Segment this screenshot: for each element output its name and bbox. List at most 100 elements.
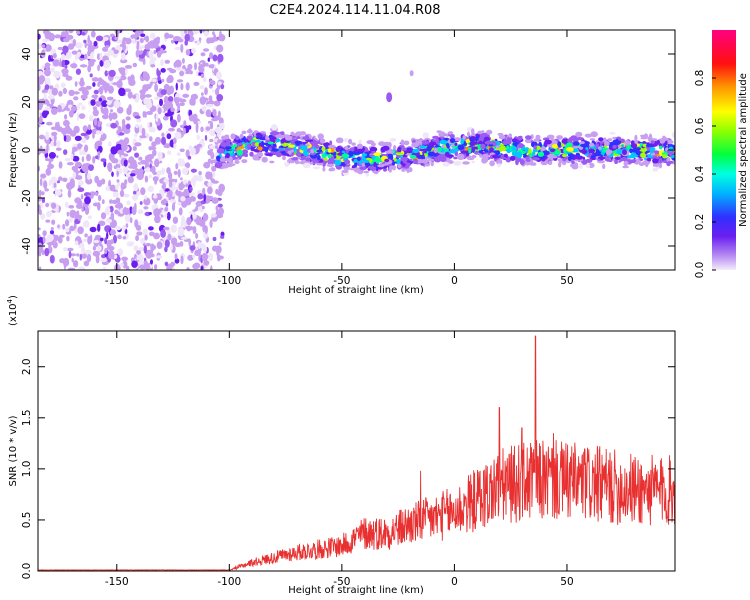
spectrogram-noise-cell <box>45 168 52 176</box>
spectrogram-noise-cell <box>155 113 159 123</box>
spectrogram-noise-cell <box>188 30 193 35</box>
spectrogram-signal-cell <box>663 143 667 147</box>
spectrogram-noise-cell <box>77 187 85 192</box>
spectrogram-noise-cell <box>127 76 132 82</box>
spectrogram-signal-cell <box>334 159 342 166</box>
spectrogram-noise-cell <box>197 175 203 182</box>
spectrogram-noise-cell <box>41 110 48 119</box>
spectrogram-noise-cell <box>109 199 113 204</box>
spectrogram-y-ticks: -40 -20 0 20 40 <box>21 47 675 255</box>
spectrogram-noise-cell <box>169 244 173 251</box>
spectrogram-noise-cell <box>44 188 49 192</box>
spectrogram-signal-cell <box>584 133 593 138</box>
spectrogram-signal-cell <box>408 167 413 173</box>
spectrogram-signal-cell <box>384 158 390 163</box>
spectrogram-noise-cell <box>190 168 197 173</box>
spectrogram-noise-cell <box>137 209 144 215</box>
spectrogram-signal-cell <box>319 138 326 144</box>
spectrogram-signal-cell <box>358 139 362 144</box>
x-tick-label: -150 <box>105 576 129 588</box>
spectrogram-signal-cell <box>388 165 397 170</box>
spectrogram-noise-cell <box>49 85 54 90</box>
spectrogram-signal-cell <box>316 154 321 161</box>
spectrogram-signal-cell <box>629 159 637 162</box>
spectrogram-noise-cell <box>81 105 86 111</box>
spectrogram-noise-cell <box>124 88 131 92</box>
spectrogram-noise-cell <box>153 208 161 217</box>
spectrogram-noise-cell <box>178 182 184 191</box>
spectrogram-noise-cell <box>188 191 192 198</box>
spectrogram-signal-cell <box>368 166 372 169</box>
spectrogram-noise-cell <box>97 123 101 128</box>
spectrogram-noise-cell <box>195 216 202 226</box>
spectrogram-signal-cell <box>395 152 404 156</box>
spectrogram-noise-cell <box>73 96 79 101</box>
spectrogram-signal-cell <box>382 145 390 151</box>
spectrogram-noise-cell <box>203 161 211 169</box>
spectrogram-signal-cell <box>499 156 507 160</box>
spectrogram-noise-cell <box>181 58 185 64</box>
spectrogram-noise-cell <box>96 245 102 252</box>
spectrogram-noise-cell <box>175 162 179 170</box>
spectrogram-noise-cell <box>84 233 88 238</box>
spectrogram-noise-cell <box>199 85 205 90</box>
spectrogram-signal-cell <box>330 156 335 162</box>
spectrogram-noise-cell <box>220 83 225 90</box>
spectrogram-signal-cell <box>391 160 395 167</box>
spectrogram-noise-cell <box>38 134 45 140</box>
spectrogram-signal-cell <box>397 163 402 169</box>
spectrogram-noise-cell <box>109 205 114 213</box>
spectrogram-noise-cell <box>123 159 128 167</box>
spectrogram-noise-cell <box>200 126 204 133</box>
spectrogram-signal-cell <box>312 166 321 170</box>
spectrogram-noise-cell <box>38 124 41 128</box>
spectrogram-noise-cell <box>72 171 77 179</box>
spectrogram-noise-cell <box>127 176 134 184</box>
spectrogram-noise-cell <box>119 75 127 81</box>
spectrogram-signal-cell <box>630 152 637 157</box>
colorbar-tick-label: 0.6 <box>694 117 706 134</box>
spectrogram-noise-cell <box>53 140 57 147</box>
spectrogram-noise-cell <box>44 84 50 90</box>
spectrogram-signal-cell <box>453 156 458 160</box>
spectrogram-noise-cell <box>60 53 66 63</box>
spectrogram-noise-cell <box>110 146 118 155</box>
spectrogram-signal-cell <box>469 141 476 147</box>
spectrogram-noise-cell <box>185 49 191 56</box>
spectrogram-noise-cell <box>215 88 220 96</box>
spectrogram-noise-cell <box>140 237 146 244</box>
spectrogram-signal-cell <box>363 170 370 174</box>
spectrogram-noise-cell <box>121 38 126 48</box>
spectrogram-noise-cell <box>132 146 137 151</box>
spectrogram-noise-cell <box>84 42 87 49</box>
spectrogram-noise-cell <box>143 98 147 105</box>
spectrogram-noise-cell <box>78 243 82 248</box>
spectrogram-signal-cell <box>424 163 431 167</box>
spectrogram-noise-cell <box>92 156 96 164</box>
spectrogram-signal-cell <box>471 160 475 164</box>
spectrogram-y-axis-label: Frequency (Hz) <box>8 112 19 188</box>
spectrogram-noise-cell <box>84 206 90 215</box>
spectrogram-noise-cell <box>79 150 84 156</box>
spectrogram-noise-cell <box>140 33 146 37</box>
spectrogram-noise-cell <box>90 30 96 38</box>
spectrogram-noise-cell <box>168 85 175 95</box>
spectrogram-noise-cell <box>101 110 105 114</box>
spectrogram-noise-cell <box>111 158 119 164</box>
spectrogram-noise-cell <box>103 266 106 270</box>
spectrogram-noise-cell <box>161 184 166 190</box>
spectrogram-noise-cell <box>41 249 45 256</box>
spectrogram-noise-cell <box>97 223 101 232</box>
spectrogram-signal-cell <box>648 133 653 140</box>
spectrogram-noise-cell <box>136 250 141 255</box>
spectrogram-signal-cell <box>505 138 512 145</box>
spectrogram-noise-cell <box>68 250 72 259</box>
spectrogram-noise-cell <box>63 135 67 142</box>
spectrogram-signal-cell <box>328 168 333 172</box>
spectrogram-noise-cell <box>179 102 185 107</box>
spectrogram-signal-cell <box>362 159 370 163</box>
spectrogram-signal-cell <box>327 148 333 153</box>
spectrogram-noise-cell <box>208 252 214 262</box>
spectrogram-noise-cell <box>51 131 58 137</box>
spectrogram-noise-cell <box>211 165 217 172</box>
